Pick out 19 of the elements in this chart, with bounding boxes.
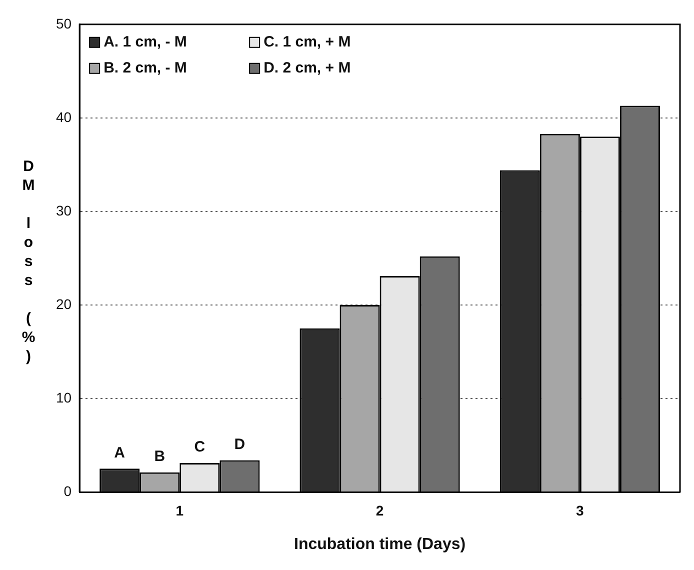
annotation: B bbox=[154, 448, 166, 465]
annotation: C bbox=[194, 438, 206, 456]
legend-label: B. 2 cm, - M bbox=[104, 60, 187, 77]
legend-label: D. 2 cm, + M bbox=[264, 60, 351, 77]
y-tick-label: 40 bbox=[56, 108, 72, 125]
y-axis-title: DM loss (%) bbox=[19, 158, 38, 367]
y-tick-label: 30 bbox=[56, 202, 72, 218]
x-tick-label: 2 bbox=[376, 502, 384, 518]
y-tick-label: 0 bbox=[64, 482, 72, 499]
annotation: D bbox=[234, 436, 246, 453]
legend-label: A. 1 cm, - M bbox=[104, 34, 187, 51]
x-tick-label: 3 bbox=[576, 502, 584, 518]
y-tick-label: 20 bbox=[56, 296, 72, 312]
y-tick-label: 50 bbox=[56, 15, 72, 32]
x-tick-label: 1 bbox=[176, 502, 184, 518]
y-tick-label: 10 bbox=[56, 389, 72, 406]
annotation: A bbox=[114, 444, 126, 462]
x-axis-title: Incubation time (Days) bbox=[294, 536, 466, 553]
legend-label: C. 1 cm, + M bbox=[264, 34, 351, 51]
